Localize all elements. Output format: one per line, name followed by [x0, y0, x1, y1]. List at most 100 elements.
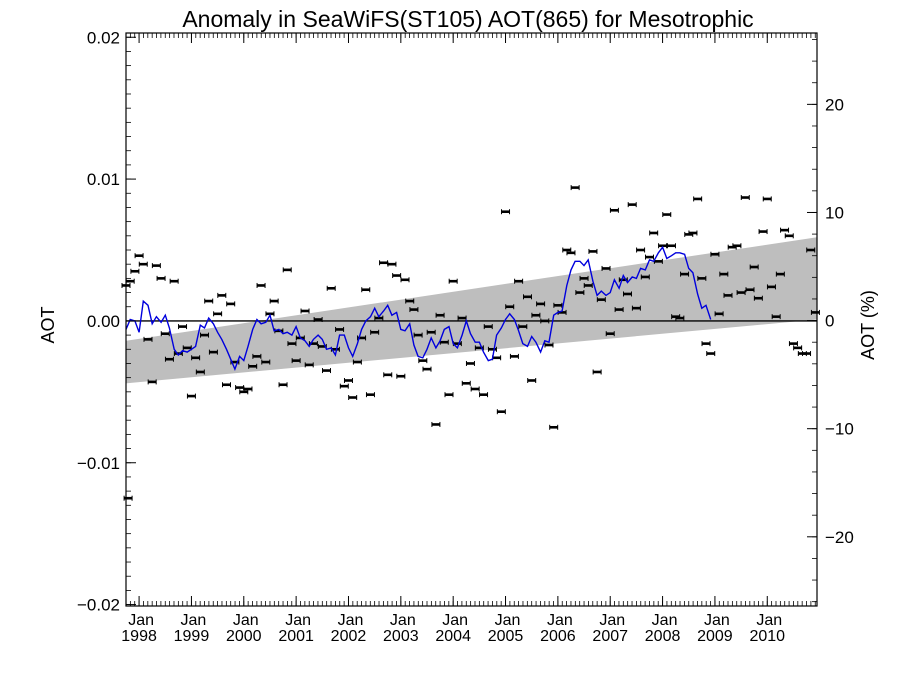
y-tick-label-right: −20	[825, 528, 854, 547]
data-point-mark	[527, 379, 536, 382]
x-tick-label-year: 2006	[540, 628, 576, 645]
data-point	[156, 275, 166, 281]
data-point	[252, 353, 262, 359]
data-point-mark	[396, 374, 405, 378]
data-point	[596, 297, 606, 303]
data-point	[243, 386, 253, 392]
data-point	[200, 332, 210, 338]
data-point-mark	[562, 248, 571, 252]
data-point-mark	[615, 308, 624, 311]
data-point-mark	[418, 359, 427, 362]
x-tick-label-month: Jan	[704, 612, 730, 629]
smooth-line-series	[125, 245, 712, 371]
data-point	[204, 298, 214, 304]
data-point-mark	[750, 265, 759, 269]
data-point-mark	[793, 346, 802, 350]
data-point	[579, 275, 589, 281]
data-point-mark	[217, 294, 226, 297]
data-point-mark	[187, 394, 196, 398]
data-point	[501, 209, 511, 215]
data-point	[771, 314, 781, 320]
data-point	[505, 304, 515, 310]
data-point	[138, 261, 148, 267]
x-tick-label-month: Jan	[547, 612, 573, 629]
data-point-mark	[710, 252, 719, 256]
data-point	[405, 298, 415, 304]
data-point-mark	[335, 328, 344, 331]
x-tick-label-month: Jan	[285, 612, 311, 629]
data-point-mark	[658, 244, 667, 248]
data-point	[426, 329, 436, 335]
data-point	[418, 358, 428, 364]
data-point	[601, 265, 611, 271]
data-point	[326, 285, 336, 291]
data-point-mark	[558, 311, 567, 314]
data-point	[387, 261, 397, 267]
data-point-mark	[204, 299, 213, 303]
data-point-mark	[353, 360, 362, 364]
y-tick-label-left: −0.01	[77, 454, 120, 473]
data-point-mark	[196, 370, 205, 374]
data-point-mark	[688, 231, 697, 235]
data-point-mark	[139, 262, 148, 266]
x-tick-label-month: Jan	[495, 612, 521, 629]
data-point-mark	[619, 278, 628, 282]
y-tick-label-right: −10	[825, 420, 854, 439]
data-point	[151, 263, 161, 269]
data-point-mark	[440, 340, 449, 344]
data-point-mark	[331, 347, 340, 351]
x-tick-label-year: 2008	[645, 628, 681, 645]
data-point-mark	[292, 359, 301, 362]
data-point	[706, 351, 716, 357]
data-point	[740, 195, 750, 201]
data-point	[810, 309, 820, 315]
data-point	[160, 331, 170, 337]
y-tick-label-left: 0.01	[87, 170, 120, 189]
data-point	[627, 202, 637, 208]
data-point-mark	[124, 496, 133, 500]
data-point-mark	[165, 357, 174, 361]
data-point	[213, 311, 223, 317]
data-point-mark	[252, 355, 261, 358]
data-point	[256, 282, 266, 288]
data-point	[413, 332, 423, 338]
data-point	[422, 366, 432, 372]
x-tick-label-month: Jan	[233, 612, 259, 629]
data-point	[518, 324, 528, 330]
data-point	[544, 342, 554, 348]
data-point-mark	[318, 345, 327, 348]
data-point-mark	[170, 279, 179, 283]
data-point-mark	[387, 262, 396, 266]
data-point	[697, 275, 707, 281]
data-point	[766, 284, 776, 290]
data-point-mark	[340, 384, 349, 388]
data-point	[762, 196, 772, 202]
data-point-mark	[314, 318, 323, 321]
data-point	[540, 318, 550, 324]
data-point	[435, 312, 445, 318]
x-tick-label-month: Jan	[442, 612, 468, 629]
data-point-mark	[693, 197, 702, 201]
data-point-mark	[200, 333, 209, 337]
y-tick-label-left: −0.02	[77, 596, 120, 615]
data-point	[749, 264, 759, 270]
data-point-mark	[305, 363, 314, 367]
data-point	[321, 368, 331, 374]
data-point-mark	[466, 362, 475, 365]
data-point-mark	[553, 304, 562, 307]
data-point-mark	[741, 196, 750, 199]
data-point-mark	[488, 347, 497, 351]
data-point	[483, 324, 493, 330]
data-point-mark	[301, 309, 310, 313]
data-point-mark	[222, 383, 231, 387]
data-point	[758, 229, 768, 235]
data-point-mark	[357, 336, 366, 340]
data-point-mark	[715, 312, 724, 316]
data-point	[553, 302, 563, 308]
data-point-mark	[580, 277, 589, 280]
data-point-mark	[213, 312, 222, 316]
data-point	[123, 495, 133, 501]
data-point-mark	[523, 295, 532, 299]
data-point-mark	[549, 425, 558, 429]
data-point	[566, 250, 576, 256]
